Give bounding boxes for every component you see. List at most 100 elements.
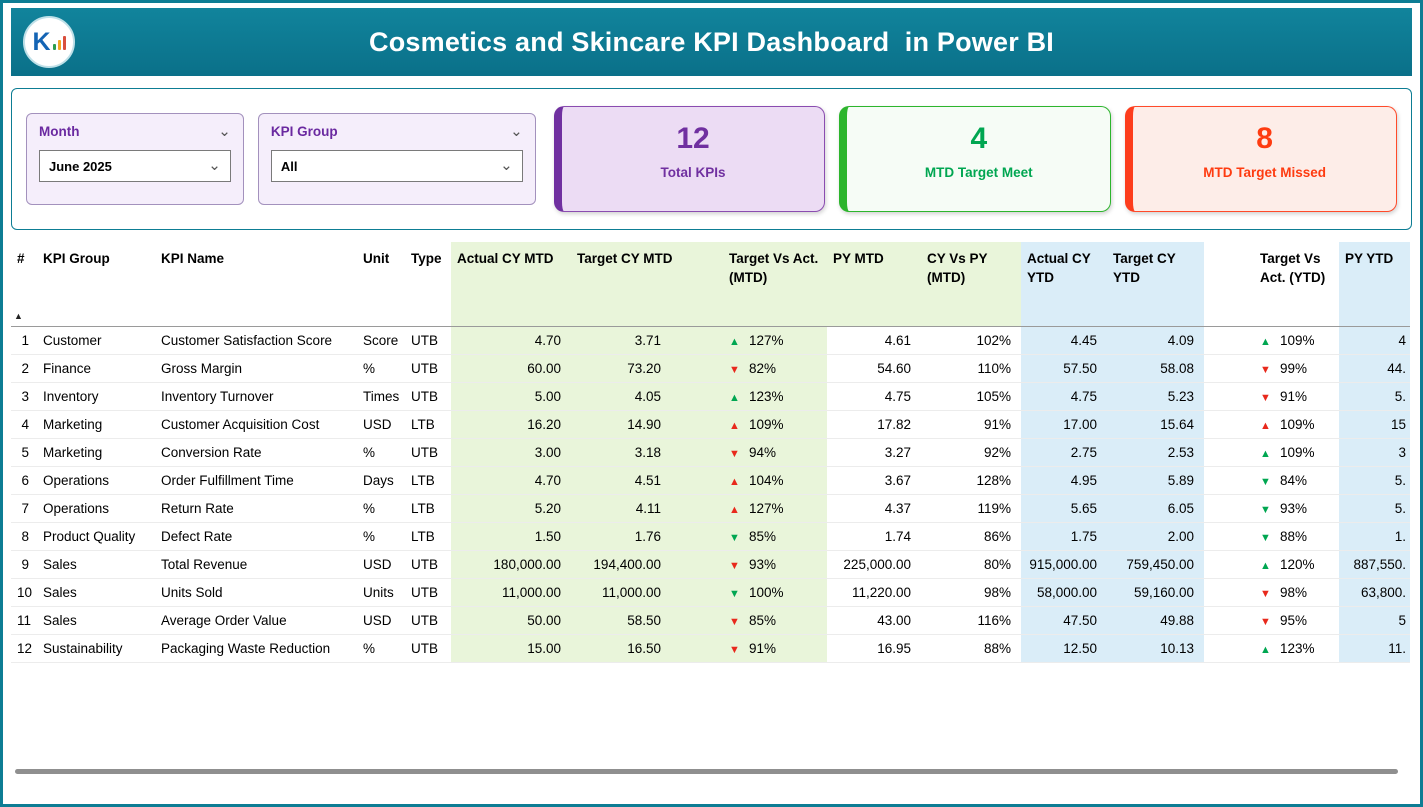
trend-percent: 109% [1280,444,1315,460]
trend-percent: 109% [1280,416,1315,432]
trend-down-icon: ▼ [1260,391,1271,404]
cell-kpi-name: Customer Acquisition Cost [155,410,357,439]
trend-percent: 120% [1280,556,1315,572]
table-row[interactable]: 11 Sales Average Order Value USD UTB 50.00 58.… [11,606,1410,635]
trend-up-icon: ▲ [1260,419,1271,432]
column-header-target-cy-mtd[interactable]: Target CY MTD [571,242,699,327]
cell-num: 5 [11,438,37,467]
cell-target-cy-mtd: 73.20 [571,354,699,383]
table-row[interactable]: 2 Finance Gross Margin% UTB 60.00 73.20 ▼ 82% 54… [11,354,1410,383]
trend-up-icon: ▲ [729,503,740,516]
table-row[interactable]: 10 Sales Units Sold Units UTB 11,000.00 11,000… [11,578,1410,607]
cell-target-cy-ytd: 4.09 [1107,326,1204,355]
cell-target-cy-ytd: 2.53 [1107,438,1204,467]
month-slicer: Month ⌄ June 2025 ⌄ [26,113,244,205]
cell-cy-vs-py-mtd: 91% [921,410,1021,439]
cell-cy-vs-py-mtd: 80% [921,550,1021,579]
column-header-kpi-group[interactable]: KPI Group [37,242,155,327]
trend-percent: 123% [749,388,784,404]
cell-type: UTB [405,634,451,663]
cell-py-ytd: 5 [1339,606,1410,635]
cell-cy-vs-py-mtd: 105% [921,382,1021,411]
cell-unit: % [357,354,405,383]
cell-kpi-group: Operations [37,494,155,523]
horizontal-scrollbar[interactable] [15,769,1398,774]
cell-actual-cy-mtd: 15.00 [451,634,571,663]
column-header-kpi-name[interactable]: KPI Name [155,242,357,327]
column-header-target-vs-act-ytd[interactable]: Target Vs Act. (YTD) [1204,242,1339,327]
trend-down-icon: ▼ [1260,531,1271,544]
cell-kpi-name: Packaging Waste Reduction [155,634,357,663]
cell-target-cy-mtd: 58.50 [571,606,699,635]
table-row[interactable]: 8 Product Quality Defect Rate% LTB 1.50 1.76 ▼… [11,522,1410,551]
trend-percent: 82% [749,360,777,376]
column-header-target-cy-ytd[interactable]: Target CY YTD [1107,242,1204,327]
chevron-down-icon: ⌄ [500,157,513,174]
trend-percent: 85% [749,612,777,628]
kpi-group-dropdown-value: All [280,158,298,174]
table-row[interactable]: 4 Marketing Customer Acquisition Cost USD LT… [11,410,1410,439]
cell-actual-cy-mtd: 180,000.00 [451,550,571,579]
cell-target-vs-act-ytd: ▼ 95% [1204,606,1339,635]
sort-ascending-icon[interactable]: ▲ [14,310,23,321]
cell-unit: % [357,494,405,523]
table-row[interactable]: 9 Sales Total Revenue USD UTB 180,000.00 194,4… [11,550,1410,579]
column-header-py-ytd[interactable]: PY YTD [1339,242,1410,327]
cell-type: UTB [405,354,451,383]
kpi-group-dropdown[interactable]: All ⌄ [270,150,523,182]
cell-type: LTB [405,410,451,439]
cell-kpi-group: Sales [37,550,155,579]
column-header-py-mtd[interactable]: PY MTD [827,242,921,327]
cell-target-vs-act-ytd: ▲ 123% [1204,634,1339,663]
cell-num: 3 [11,382,37,411]
month-slicer-label: Month [39,124,80,139]
cell-target-cy-mtd: 1.76 [571,522,699,551]
cell-target-vs-act-ytd: ▲ 109% [1204,326,1339,355]
column-header-num[interactable]: # ▲ [11,242,37,327]
column-header-unit[interactable]: Unit [357,242,405,327]
chevron-down-icon[interactable]: ⌄ [510,122,523,140]
cell-target-vs-act-ytd: ▼ 91% [1204,382,1339,411]
cell-unit: % [357,522,405,551]
cell-actual-cy-ytd: 4.95 [1021,466,1107,495]
mtd-target-meet-card: 4 MTD Target Meet [839,106,1112,212]
cell-target-vs-act-mtd: ▼ 85% [699,606,827,635]
trend-up-icon: ▲ [1260,559,1271,572]
column-header-actual-cy-ytd[interactable]: Actual CY YTD [1021,242,1107,327]
cell-kpi-group: Operations [37,466,155,495]
trend-percent: 94% [749,444,777,460]
cell-py-ytd: 887,550. [1339,550,1410,579]
column-header-actual-cy-mtd[interactable]: Actual CY MTD [451,242,571,327]
table-row[interactable]: 6 Operations Order Fulfillment Time Days LTB… [11,466,1410,495]
cell-unit: % [357,634,405,663]
chevron-down-icon[interactable]: ⌄ [218,122,231,140]
table-row[interactable]: 12 Sustainability Packaging Waste Reductio… [11,634,1410,663]
cell-kpi-name: Inventory Turnover [155,382,357,411]
cell-target-cy-mtd: 3.71 [571,326,699,355]
trend-down-icon: ▼ [729,447,740,460]
table-row[interactable]: 1 Customer Customer Satisfaction Score Scor… [11,326,1410,355]
cell-unit: Units [357,578,405,607]
mtd-target-missed-label: MTD Target Missed [1203,165,1326,180]
month-dropdown[interactable]: June 2025 ⌄ [39,150,231,182]
cell-actual-cy-ytd: 58,000.00 [1021,578,1107,607]
column-header-target-vs-act-mtd[interactable]: Target Vs Act. (MTD) [699,242,827,327]
cell-target-vs-act-mtd: ▼ 91% [699,634,827,663]
cell-py-mtd: 4.37 [827,494,921,523]
month-dropdown-value: June 2025 [49,158,112,174]
trend-up-icon: ▲ [729,391,740,404]
column-header-type[interactable]: Type [405,242,451,327]
table-row[interactable]: 3 Inventory Inventory Turnover Times UTB 5.00… [11,382,1410,411]
cell-kpi-name: Gross Margin [155,354,357,383]
table-row[interactable]: 7 Operations Return Rate% LTB 5.20 4.11 ▲ 127% 4… [11,494,1410,523]
column-header-cy-vs-py-mtd[interactable]: CY Vs PY (MTD) [921,242,1021,327]
trend-percent: 99% [1280,360,1308,376]
cell-num: 11 [11,606,37,635]
logo-letter: K [32,27,51,56]
trend-percent: 100% [749,584,784,600]
trend-percent: 127% [749,500,784,516]
trend-percent: 91% [749,640,777,656]
cell-cy-vs-py-mtd: 119% [921,494,1021,523]
table-row[interactable]: 5 Marketing Conversion Rate% UTB 3.00 3.18 ▼ 94… [11,438,1410,467]
cell-py-mtd: 16.95 [827,634,921,663]
